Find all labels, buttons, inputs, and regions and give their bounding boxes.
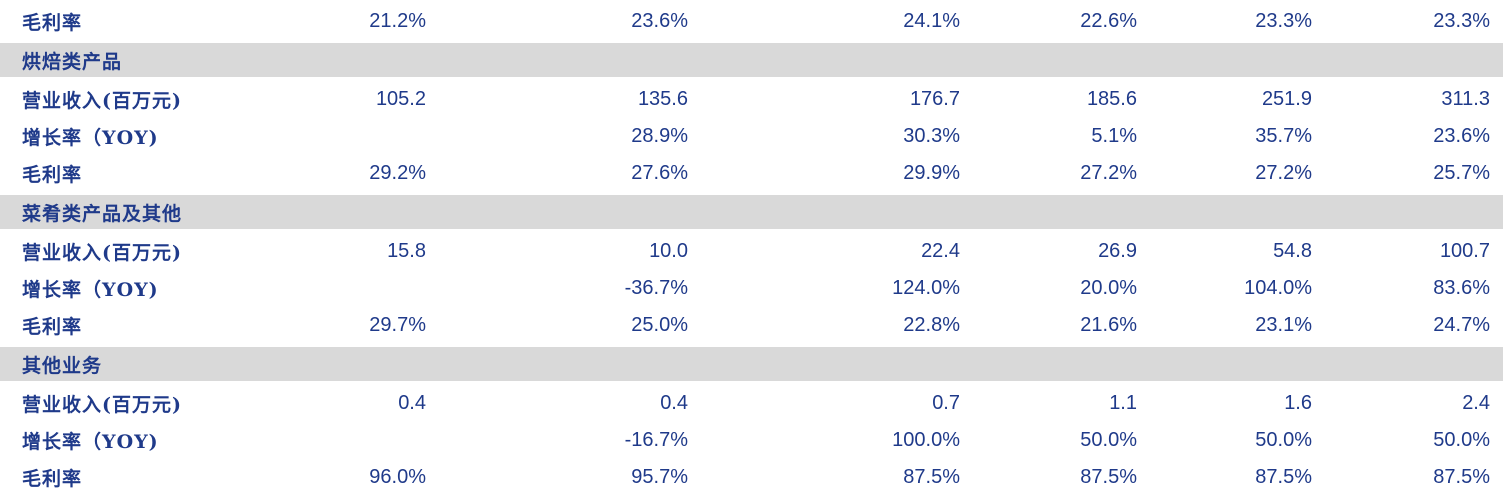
section-header-dishes: 菜肴类产品及其他 xyxy=(0,195,1503,229)
row-label: 毛利率 xyxy=(22,163,83,186)
table-cell: 21.6% xyxy=(1080,313,1137,336)
table-cell: 0.4 xyxy=(660,391,688,414)
table-row-gross-margin: 毛利率 96.0% 95.7% 87.5% 87.5% 87.5% 87.5% xyxy=(0,458,1503,496)
table-cell: 87.5% xyxy=(1080,465,1137,488)
table-cell: 22.8% xyxy=(903,313,960,336)
table-cell: -36.7% xyxy=(624,276,688,299)
table-cell: 27.2% xyxy=(1255,161,1312,184)
table-cell: 30.3% xyxy=(903,124,960,147)
table-cell xyxy=(300,421,426,459)
table-cell: 185.6 xyxy=(1086,87,1137,110)
section-label: 烘焙类产品 xyxy=(22,50,123,73)
row-label: 毛利率 xyxy=(22,11,83,34)
table-cell: 50.0% xyxy=(1080,428,1137,451)
table-row-gross-margin: 毛利率 21.2% 23.6% 24.1% 22.6% 23.3% 23.3% xyxy=(0,2,1503,40)
table-cell: 311.3 xyxy=(1441,87,1490,110)
row-label: 营业收入(百万元) xyxy=(22,393,182,416)
table-row-revenue: 营业收入(百万元) 105.2 135.6 176.7 185.6 251.9 … xyxy=(0,80,1503,118)
table-cell: 24.1% xyxy=(903,9,960,32)
table-cell: 23.3% xyxy=(1255,9,1312,32)
table-cell: 1.6 xyxy=(1284,391,1312,414)
table-cell: 23.6% xyxy=(631,9,688,32)
row-label: 增长率（YOY) xyxy=(22,278,159,301)
table-cell: 29.9% xyxy=(903,161,960,184)
table-cell: 27.2% xyxy=(1080,161,1137,184)
table-row-revenue: 营业收入(百万元) 15.8 10.0 22.4 26.9 54.8 100.7 xyxy=(0,232,1503,270)
row-label: 增长率（YOY) xyxy=(22,126,159,149)
section-label: 其他业务 xyxy=(22,354,103,377)
table-cell: 87.5% xyxy=(1255,465,1312,488)
row-label: 毛利率 xyxy=(22,315,83,338)
row-label: 营业收入(百万元) xyxy=(22,89,182,112)
table-cell: 1.1 xyxy=(1109,391,1137,414)
table-cell: 50.0% xyxy=(1433,428,1490,451)
table-cell: 87.5% xyxy=(903,465,960,488)
table-cell: 15.8 xyxy=(387,239,426,262)
table-cell: 20.0% xyxy=(1080,276,1137,299)
table-cell: 2.4 xyxy=(1462,391,1490,414)
table-cell: 105.2 xyxy=(375,87,426,110)
table-cell: 135.6 xyxy=(637,87,688,110)
table-row-growth: 增长率（YOY) -16.7% 100.0% 50.0% 50.0% 50.0% xyxy=(0,421,1503,459)
table-cell: 251.9 xyxy=(1261,87,1312,110)
table-row-growth: 增长率（YOY) -36.7% 124.0% 20.0% 104.0% 83.6… xyxy=(0,269,1503,307)
table-cell: 27.6% xyxy=(631,161,688,184)
table-cell: 22.6% xyxy=(1080,9,1137,32)
table-cell: 87.5% xyxy=(1433,465,1490,488)
table-cell: 24.7% xyxy=(1433,313,1490,336)
section-header-bakery: 烘焙类产品 xyxy=(0,43,1503,77)
table-cell: 5.1% xyxy=(1091,124,1137,147)
table-cell: 21.2% xyxy=(369,9,426,32)
section-header-other: 其他业务 xyxy=(0,347,1503,381)
table-cell xyxy=(300,117,426,155)
table-row-gross-margin: 毛利率 29.7% 25.0% 22.8% 21.6% 23.1% 24.7% xyxy=(0,306,1503,344)
table-row-revenue: 营业收入(百万元) 0.4 0.4 0.7 1.1 1.6 2.4 xyxy=(0,384,1503,422)
row-label: 毛利率 xyxy=(22,467,83,490)
table-row-growth: 增长率（YOY) 28.9% 30.3% 5.1% 35.7% 23.6% xyxy=(0,117,1503,155)
table-cell: 176.7 xyxy=(909,87,960,110)
table-cell: 22.4 xyxy=(921,239,960,262)
table-cell: 100.0% xyxy=(892,428,960,451)
table-cell: -16.7% xyxy=(624,428,688,451)
table-cell: 124.0% xyxy=(892,276,960,299)
table-cell: 25.0% xyxy=(631,313,688,336)
table-cell: 23.6% xyxy=(1433,124,1490,147)
table-cell: 29.2% xyxy=(369,161,426,184)
row-label: 增长率（YOY) xyxy=(22,430,159,453)
table-cell: 100.7 xyxy=(1439,239,1490,262)
table-cell: 26.9 xyxy=(1098,239,1137,262)
table-cell: 0.4 xyxy=(398,391,426,414)
table-cell: 50.0% xyxy=(1255,428,1312,451)
table-cell: 23.3% xyxy=(1433,9,1490,32)
table-row-gross-margin: 毛利率 29.2% 27.6% 29.9% 27.2% 27.2% 25.7% xyxy=(0,154,1503,192)
table-cell: 10.0 xyxy=(649,239,688,262)
table-cell xyxy=(300,269,426,307)
table-cell: 28.9% xyxy=(631,124,688,147)
table-cell: 54.8 xyxy=(1273,239,1312,262)
table-cell: 96.0% xyxy=(369,465,426,488)
table-cell: 104.0% xyxy=(1244,276,1312,299)
table-cell: 29.7% xyxy=(369,313,426,336)
table-cell: 35.7% xyxy=(1255,124,1312,147)
section-label: 菜肴类产品及其他 xyxy=(22,202,183,225)
table-cell: 23.1% xyxy=(1255,313,1312,336)
table-cell: 25.7% xyxy=(1433,161,1490,184)
table-cell: 0.7 xyxy=(932,391,960,414)
row-label: 营业收入(百万元) xyxy=(22,241,182,264)
table-cell: 95.7% xyxy=(631,465,688,488)
table-cell: 83.6% xyxy=(1433,276,1490,299)
